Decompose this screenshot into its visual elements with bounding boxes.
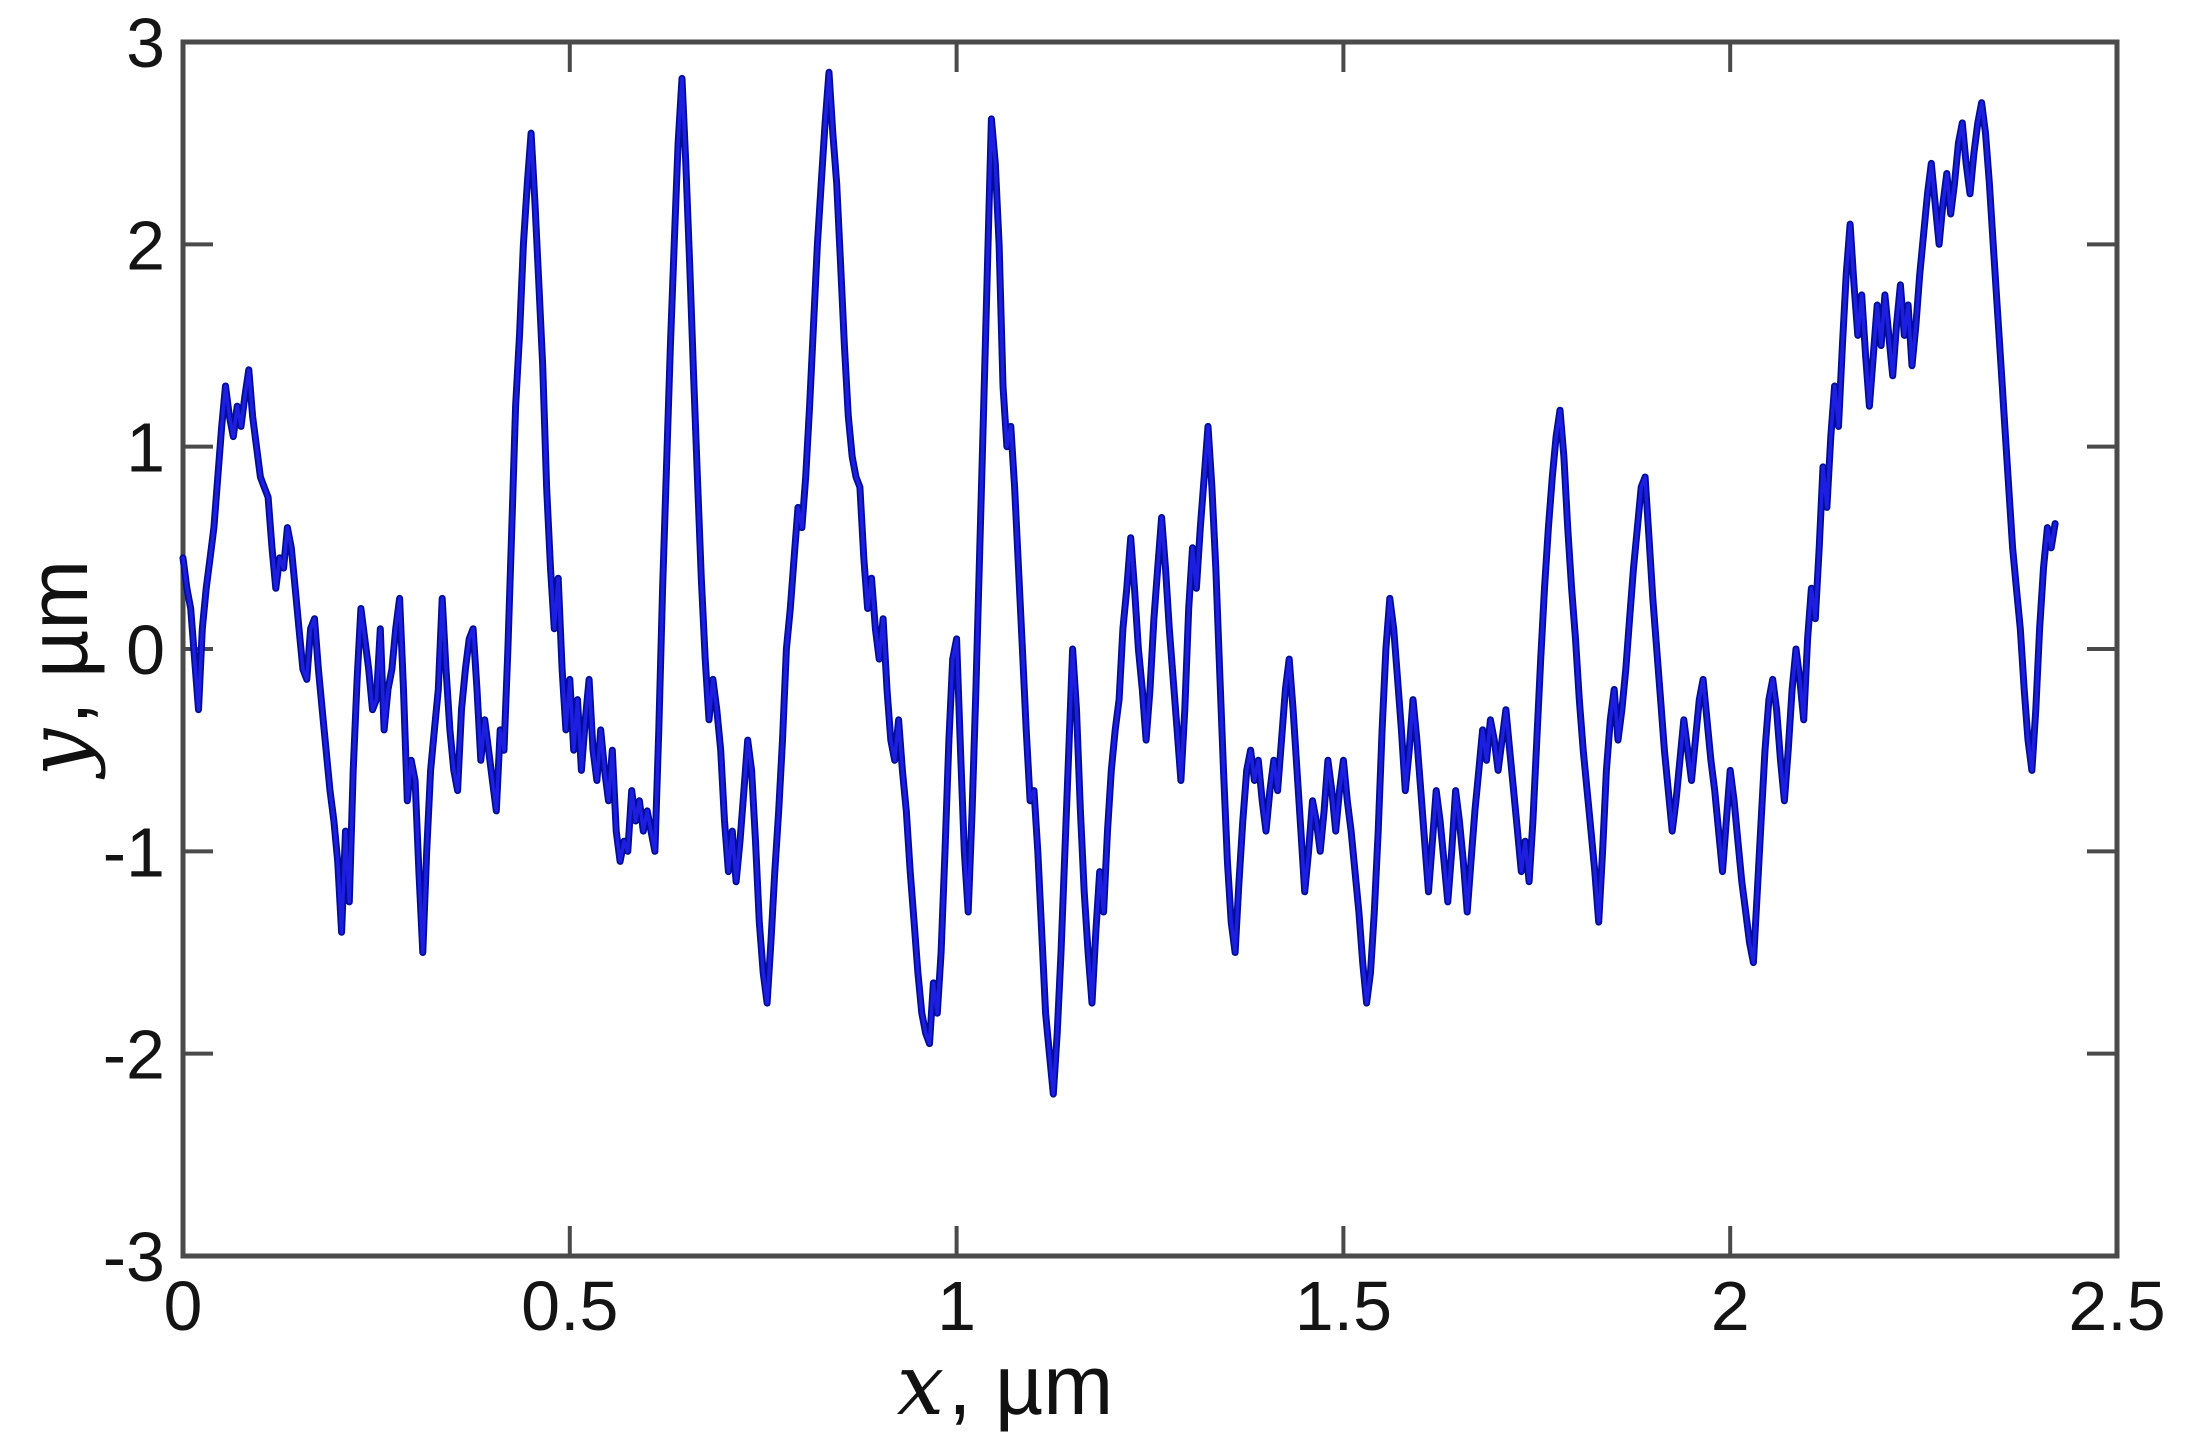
profile-line-edge (179, 68, 2059, 1098)
x-tick-label: 1 (937, 1267, 976, 1345)
y-tick-label: 3 (126, 4, 165, 82)
y-tick-label: -1 (103, 813, 165, 891)
x-axis-label: x, µm (897, 1336, 1113, 1434)
y-tick-label: -3 (103, 1218, 165, 1296)
x-axis-unit: , µm (948, 1338, 1114, 1432)
x-axis-variable: x (896, 1336, 945, 1434)
y-axis-label: y, µm (9, 560, 107, 777)
x-tick-label: 1.5 (1295, 1267, 1392, 1345)
y-tick-label: -2 (103, 1016, 165, 1094)
x-tick-label: 2 (1711, 1267, 1750, 1345)
x-tick-label: 0.5 (521, 1267, 618, 1345)
x-tick-label: 2.5 (2068, 1267, 2165, 1345)
y-axis-unit: , µm (11, 559, 105, 725)
y-tick-label: 0 (126, 611, 165, 689)
y-tick-label: 1 (126, 409, 165, 487)
profile-line (181, 70, 2057, 1096)
y-tick-label: 2 (126, 206, 165, 284)
x-tick-label: 0 (164, 1267, 203, 1345)
y-axis-variable: y (9, 728, 107, 777)
